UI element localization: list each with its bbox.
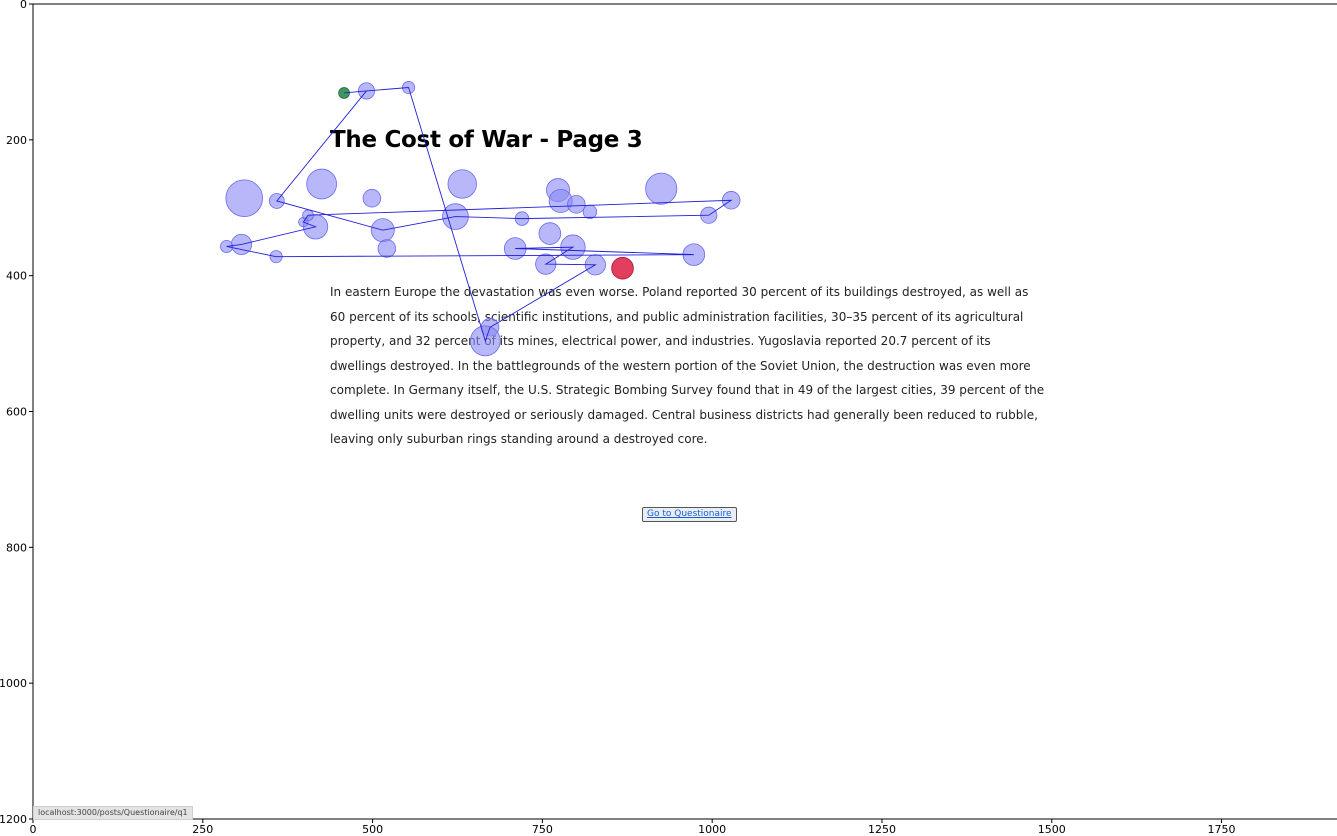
x-tick-label: 1000 <box>698 823 726 836</box>
article-paragraph: In eastern Europe the devastation was ev… <box>330 285 1045 446</box>
page-title: The Cost of War - Page 3 <box>330 127 643 153</box>
status-bar-url: localhost:3000/posts/Questionaire/q1 <box>33 806 193 820</box>
y-tick-label: 800 <box>6 541 27 554</box>
y-tick-label: 400 <box>6 270 27 283</box>
y-axis-ticks: 0 200 400 600 800 1000 1200 <box>0 0 33 826</box>
x-tick-label: 500 <box>362 823 383 836</box>
go-to-questionaire-button[interactable]: Go to Questionaire <box>642 507 737 522</box>
x-tick-label: 1750 <box>1208 823 1236 836</box>
x-axis-ticks: 0 250 500 750 1000 1250 1500 1750 <box>30 819 1236 836</box>
y-tick-label: 1000 <box>0 677 27 690</box>
y-tick-label: 0 <box>20 0 27 11</box>
x-tick-label: 250 <box>192 823 213 836</box>
x-tick-label: 750 <box>532 823 553 836</box>
x-tick-label: 1250 <box>868 823 896 836</box>
y-tick-label: 1200 <box>0 813 27 826</box>
x-tick-label: 0 <box>30 823 37 836</box>
y-tick-label: 600 <box>6 406 27 419</box>
y-tick-label: 200 <box>6 134 27 147</box>
x-tick-label: 1500 <box>1038 823 1066 836</box>
